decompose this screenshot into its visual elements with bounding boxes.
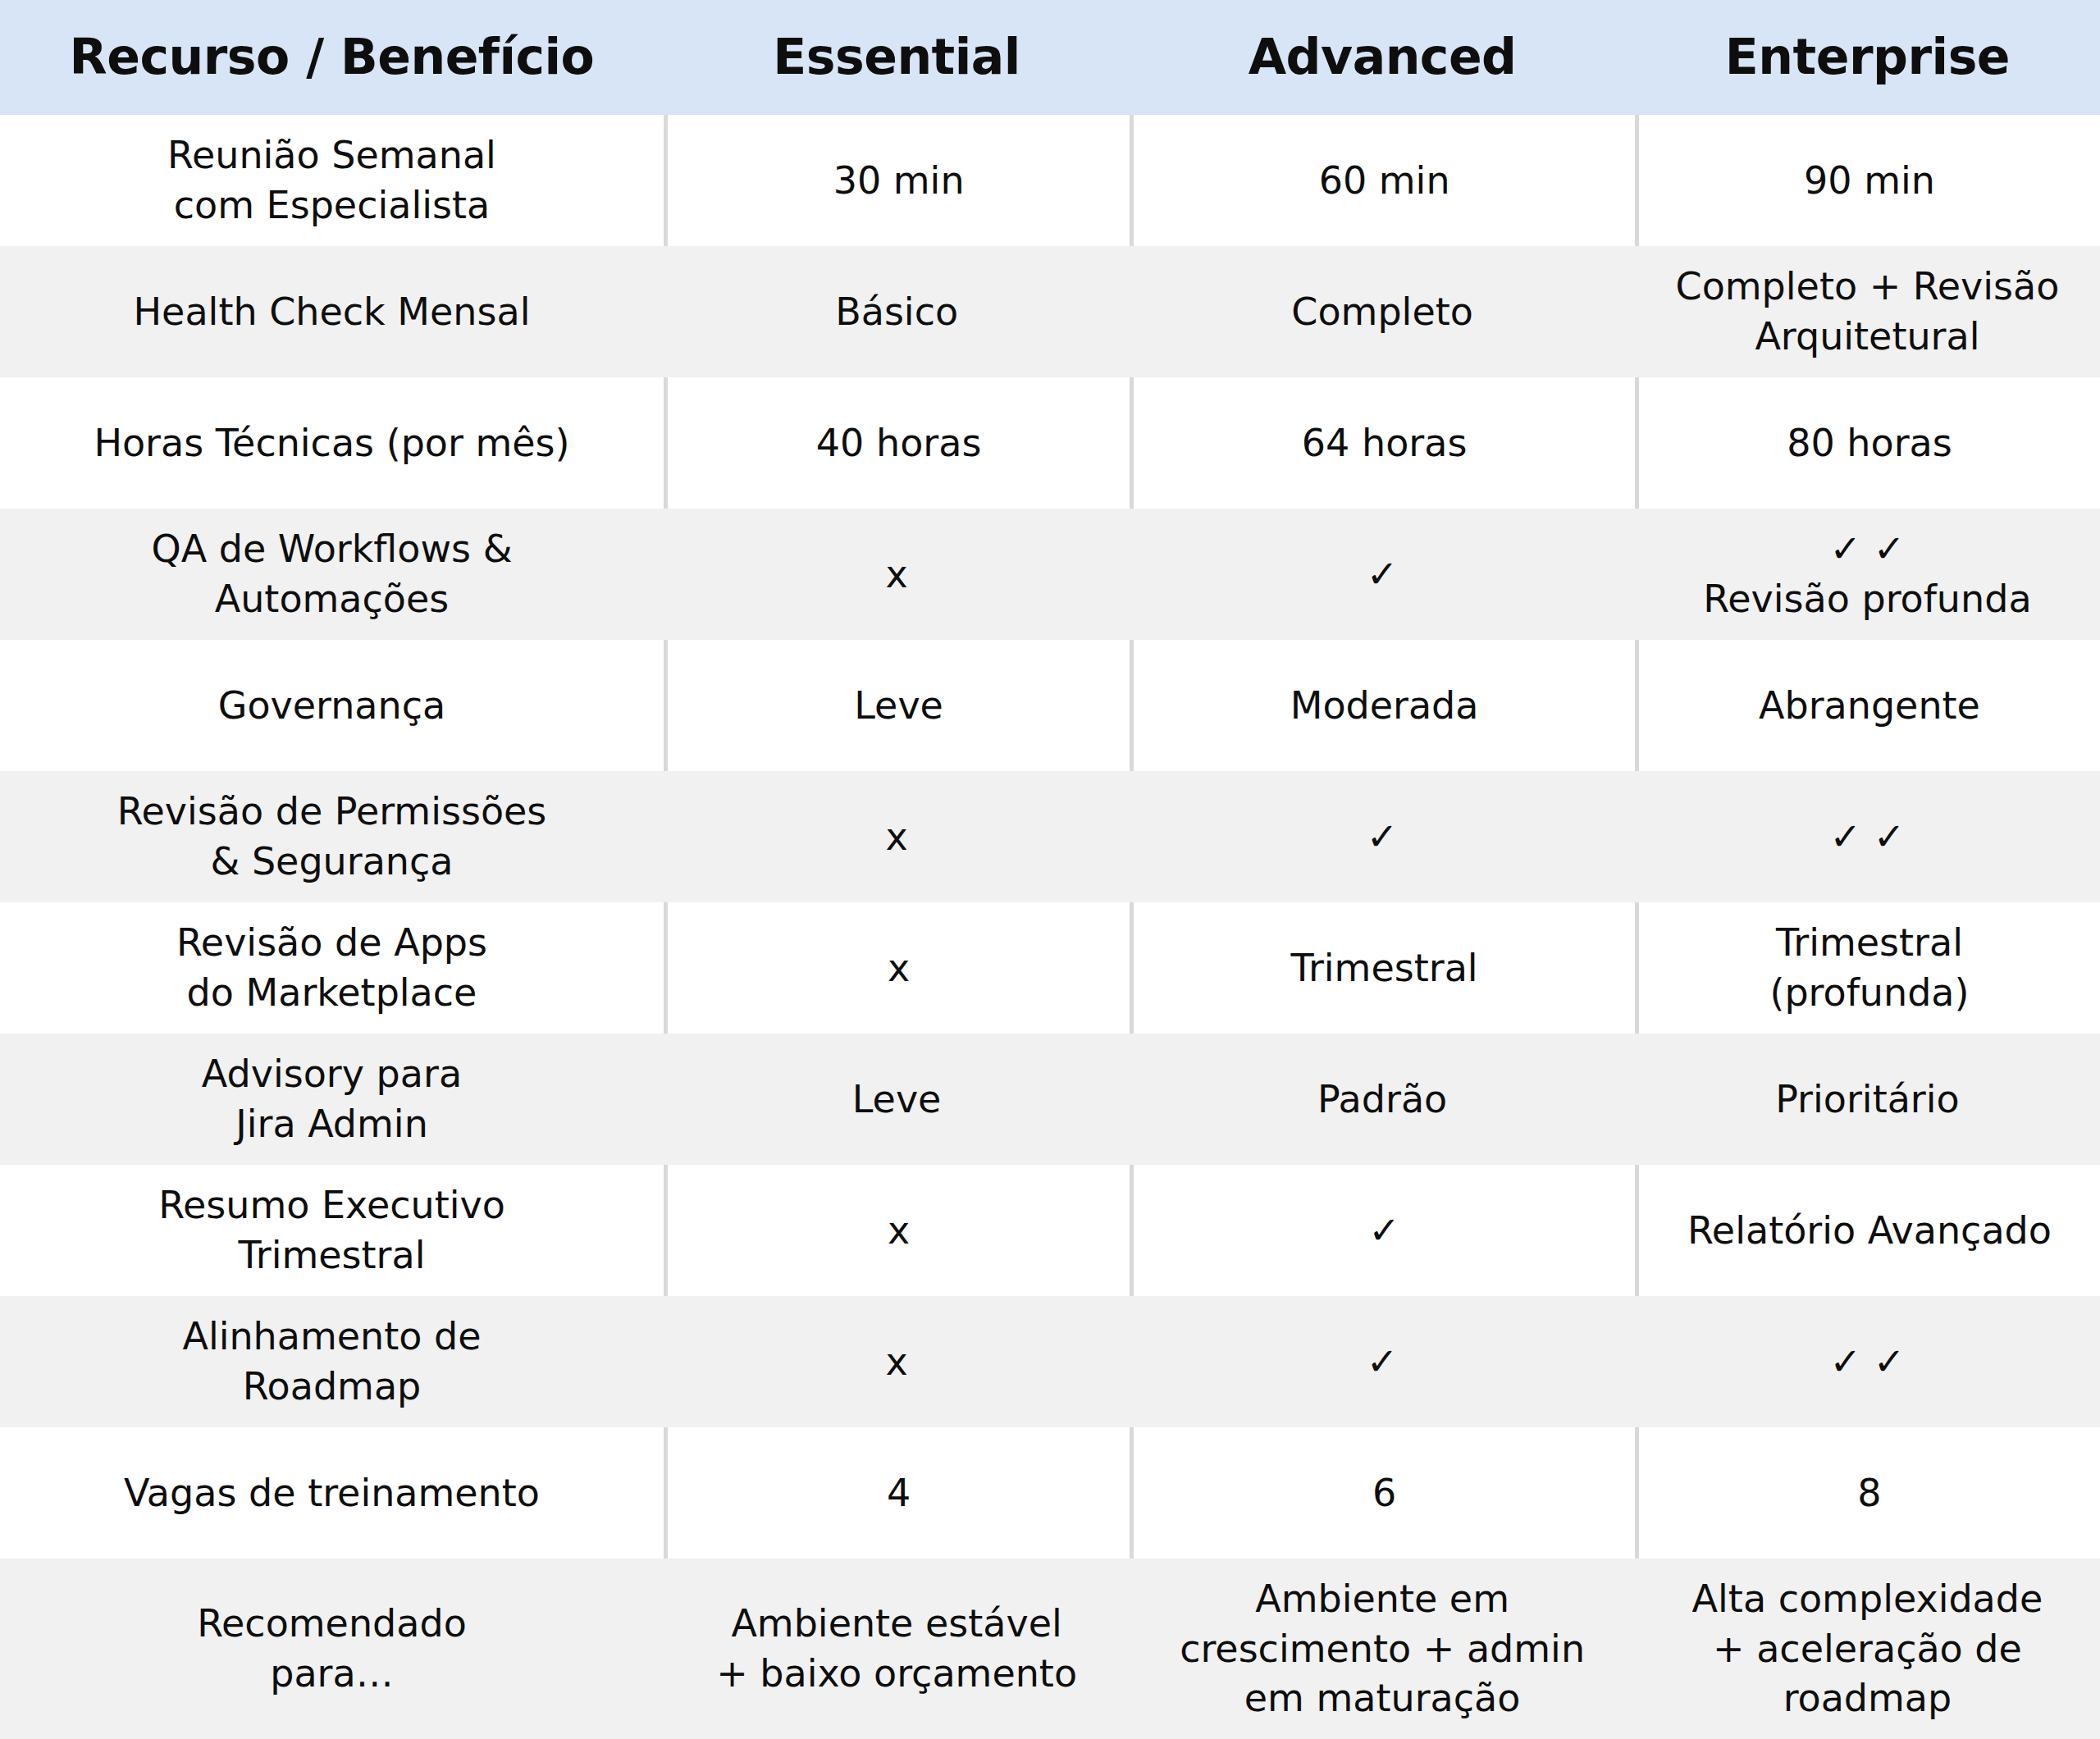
advanced-value: 60 min	[1130, 115, 1635, 246]
check-icon: ✓	[1130, 1165, 1635, 1296]
enterprise-value: Relatório Avançado	[1635, 1165, 2100, 1296]
feature-label: Horas Técnicas (por mês)	[0, 377, 664, 509]
essential-value: 30 min	[664, 115, 1130, 246]
feature-label: Alinhamento de Roadmap	[0, 1296, 664, 1427]
column-header-feature: Recurso / Benefício	[0, 0, 664, 115]
feature-label: Governança	[0, 640, 664, 771]
cross-icon: x	[664, 771, 1130, 902]
check-icon: ✓	[1130, 509, 1635, 640]
double-check-icon: ✓ ✓	[1635, 771, 2100, 902]
table-row: Governança Leve Moderada Abrangente	[0, 640, 2100, 771]
enterprise-value: Alta complexidade + aceleração de roadma…	[1635, 1559, 2100, 1739]
feature-label: Health Check Mensal	[0, 246, 664, 377]
feature-label: Reunião Semanal com Especialista	[0, 115, 664, 246]
pricing-comparison-table: Recurso / Benefício Essential Advanced E…	[0, 0, 2100, 1739]
feature-label: Revisão de Apps do Marketplace	[0, 902, 664, 1034]
essential-value: Ambiente estável + baixo orçamento	[664, 1559, 1130, 1739]
advanced-value: Ambiente em crescimento + admin em matur…	[1130, 1559, 1635, 1739]
cross-icon: x	[664, 1296, 1130, 1427]
enterprise-value: Abrangente	[1635, 640, 2100, 771]
feature-label: Vagas de treinamento	[0, 1427, 664, 1559]
table-row: Revisão de Apps do Marketplace x Trimest…	[0, 902, 2100, 1034]
feature-label: Revisão de Permissões & Segurança	[0, 771, 664, 902]
table-row: Revisão de Permissões & Segurança x ✓ ✓ …	[0, 771, 2100, 902]
advanced-value: 64 horas	[1130, 377, 1635, 509]
table-row: Health Check Mensal Básico Completo Comp…	[0, 246, 2100, 377]
advanced-value: Completo	[1130, 246, 1635, 377]
table-row-recommended: Recomendado para… Ambiente estável + bai…	[0, 1559, 2100, 1739]
enterprise-value: 80 horas	[1635, 377, 2100, 509]
feature-label: Resumo Executivo Trimestral	[0, 1165, 664, 1296]
feature-label: Recomendado para…	[0, 1559, 664, 1739]
essential-value: 40 horas	[664, 377, 1130, 509]
cross-icon: x	[664, 509, 1130, 640]
column-header-enterprise: Enterprise	[1635, 0, 2100, 115]
table-row: Advisory para Jira Admin Leve Padrão Pri…	[0, 1034, 2100, 1165]
table-row: Alinhamento de Roadmap x ✓ ✓ ✓	[0, 1296, 2100, 1427]
double-check-icon: ✓ ✓	[1635, 1296, 2100, 1427]
advanced-value: 6	[1130, 1427, 1635, 1559]
advanced-value: Trimestral	[1130, 902, 1635, 1034]
advanced-value: Moderada	[1130, 640, 1635, 771]
essential-value: Leve	[664, 1034, 1130, 1165]
column-header-advanced: Advanced	[1130, 0, 1635, 115]
feature-label: QA de Workflows & Automações	[0, 509, 664, 640]
essential-value: 4	[664, 1427, 1130, 1559]
essential-value: Leve	[664, 640, 1130, 771]
check-icon: ✓	[1130, 771, 1635, 902]
table-row: Reunião Semanal com Especialista 30 min …	[0, 115, 2100, 246]
double-check-icon: ✓ ✓ Revisão profunda	[1635, 509, 2100, 640]
table-header-row: Recurso / Benefício Essential Advanced E…	[0, 0, 2100, 115]
enterprise-value: Trimestral (profunda)	[1635, 902, 2100, 1034]
table-row: Resumo Executivo Trimestral x ✓ Relatóri…	[0, 1165, 2100, 1296]
cross-icon: x	[664, 902, 1130, 1034]
cross-icon: x	[664, 1165, 1130, 1296]
table-row: Vagas de treinamento 4 6 8	[0, 1427, 2100, 1559]
enterprise-value: Completo + Revisão Arquitetural	[1635, 246, 2100, 377]
table-row: QA de Workflows & Automações x ✓ ✓ ✓ Rev…	[0, 509, 2100, 640]
enterprise-value: 8	[1635, 1427, 2100, 1559]
table-row: Horas Técnicas (por mês) 40 horas 64 hor…	[0, 377, 2100, 509]
advanced-value: Padrão	[1130, 1034, 1635, 1165]
check-icon: ✓	[1130, 1296, 1635, 1427]
essential-value: Básico	[664, 246, 1130, 377]
enterprise-value: 90 min	[1635, 115, 2100, 246]
feature-label: Advisory para Jira Admin	[0, 1034, 664, 1165]
enterprise-value: Prioritário	[1635, 1034, 2100, 1165]
column-header-essential: Essential	[664, 0, 1130, 115]
